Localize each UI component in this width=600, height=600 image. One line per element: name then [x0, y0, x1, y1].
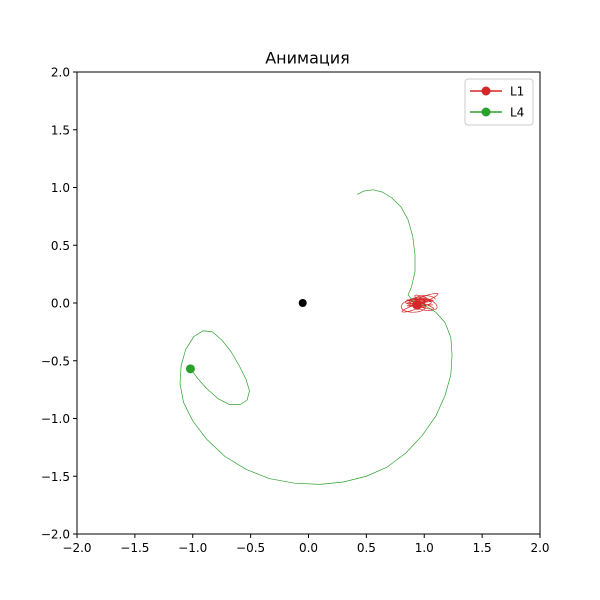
y-tick-label: 1.5 — [51, 123, 70, 137]
series-marker-l4 — [185, 364, 195, 374]
y-tick-label: −0.5 — [41, 354, 70, 368]
x-tick-label: −1.5 — [120, 541, 149, 555]
plot-area — [179, 189, 453, 485]
x-tick-label: 1.0 — [415, 541, 434, 555]
y-tick-label: 2.0 — [51, 66, 70, 80]
y-tick-label: −2.0 — [41, 528, 70, 542]
y-tick-label: −1.0 — [41, 412, 70, 426]
x-tick-label: −0.5 — [236, 541, 265, 555]
center-point — [298, 299, 307, 307]
chart-title: Анимация — [265, 49, 350, 68]
legend-label-l1: L1 — [510, 85, 524, 99]
series-line-l4 — [179, 189, 453, 485]
x-tick-label: 1.5 — [473, 541, 492, 555]
series-line-l1 — [400, 292, 439, 313]
y-tick-label: 0.5 — [51, 239, 70, 253]
y-tick-label: −1.5 — [41, 470, 70, 484]
x-tick-label: −1.0 — [178, 541, 207, 555]
legend-marker-l4 — [481, 107, 491, 117]
series-marker-l1 — [412, 300, 422, 310]
y-tick-label: 0.0 — [51, 297, 70, 311]
axes: −2.0 −1.5 −1.0 −0.5 0.0 0.5 1.0 1.5 2.0 −2.0 −1.5 −… — [41, 66, 550, 556]
x-tick-label: −2.0 — [62, 541, 91, 555]
legend: L1 L4 — [464, 78, 534, 126]
x-tick-label: 2.0 — [530, 541, 549, 555]
x-tick-label: 0.0 — [299, 541, 318, 555]
y-tick-label: 1.0 — [51, 181, 70, 195]
x-tick-label: 0.5 — [357, 541, 376, 555]
legend-marker-l1 — [481, 86, 491, 96]
legend-label-l4: L4 — [510, 106, 524, 120]
